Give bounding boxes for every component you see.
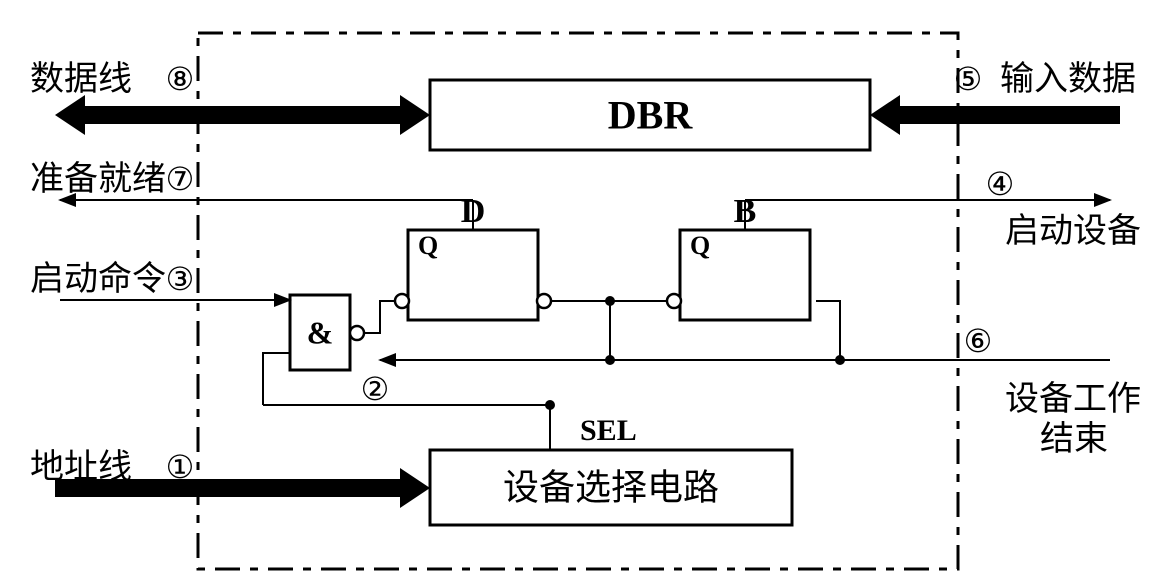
junction-dot: [605, 355, 615, 365]
wire-and-to-d: [364, 301, 394, 333]
junction-dot: [835, 355, 845, 365]
ff-d-q-label: Q: [418, 231, 438, 260]
step-marker-5: ⑤: [954, 61, 983, 97]
step-marker-1: ①: [166, 449, 195, 485]
and-gate-block-label: &: [307, 315, 334, 351]
wire-b-right: [816, 301, 840, 360]
data-line-arrow: [55, 95, 430, 135]
label-start-cmd: 启动命令: [30, 260, 166, 298]
ff-b-left-bubble: [667, 294, 681, 308]
ff-b-q-label: Q: [690, 231, 710, 260]
label-dev-done-2: 结束: [1040, 420, 1108, 458]
step-marker-7: ⑦: [166, 161, 195, 197]
step-marker-8: ⑧: [166, 61, 195, 97]
label-start-dev: 启动设备: [1005, 212, 1141, 250]
device-select-block-label: 设备选择电路: [503, 468, 719, 508]
step-marker-2: ②: [361, 371, 390, 407]
wire-and-in2: [263, 353, 290, 405]
junction-dot: [605, 296, 615, 306]
and-out-bubble: [350, 326, 364, 340]
ff-d-right-bubble: [537, 294, 551, 308]
junction-dot: [545, 400, 555, 410]
label-data-line: 数据线: [30, 60, 132, 98]
dbr-block-label: DBR: [608, 93, 694, 138]
input-data-arrow: [870, 95, 1120, 135]
ff-d-left-bubble: [395, 294, 409, 308]
label-dev-done-1: 设备工作: [1005, 380, 1141, 418]
label-input-data: 输入数据: [1000, 60, 1136, 98]
sel-pin-label: SEL: [580, 414, 637, 447]
step-marker-4: ④: [986, 166, 1015, 202]
label-prep-ready: 准备就绪: [30, 160, 166, 198]
label-addr-line: 地址线: [30, 448, 132, 486]
step-marker-6: ⑥: [964, 323, 993, 359]
step-marker-3: ③: [166, 261, 195, 297]
